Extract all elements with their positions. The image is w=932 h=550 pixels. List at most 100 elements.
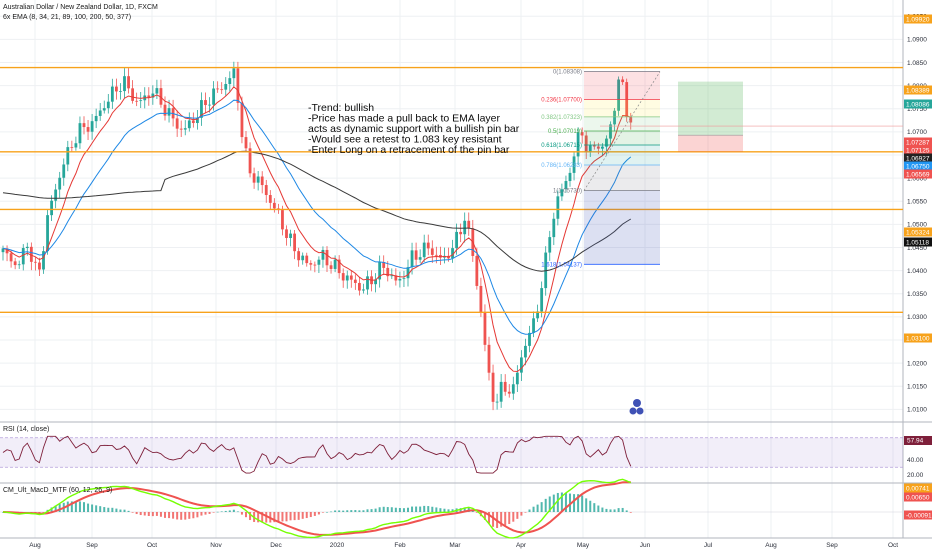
price-tag-label: 1.05324 [906, 229, 930, 236]
candle-body [402, 278, 406, 280]
candle-body [434, 254, 438, 256]
macd-histogram-bar [103, 507, 106, 512]
macd-histogram-bar [427, 506, 430, 512]
macd-line [2, 478, 632, 539]
macd-histogram-bar [245, 512, 247, 518]
fib-zone [584, 165, 660, 191]
macd-histogram-bar [560, 492, 563, 512]
y-tick-label: 1.0100 [907, 407, 927, 414]
candle-body [467, 220, 471, 229]
price-tag [904, 227, 932, 237]
candle-body [13, 261, 17, 266]
macd-histogram-bar [289, 512, 292, 521]
macd-histogram-bar [621, 507, 624, 512]
candle-body [163, 104, 167, 116]
candle-body [524, 345, 527, 358]
macd-histogram-bar [42, 512, 45, 513]
candle-body [601, 146, 604, 149]
y-tick-label: 1.0550 [907, 199, 927, 206]
candle-body [520, 357, 523, 373]
fib-zone [584, 116, 660, 131]
macd-histogram-bar [338, 510, 341, 512]
rsi-tick-label: 40.00 [907, 457, 924, 464]
macd-histogram-bar [544, 498, 547, 512]
macd-histogram-bar [366, 509, 369, 512]
candle-body [147, 95, 151, 98]
macd-histogram-bar [585, 498, 588, 512]
macd-histogram-bar [516, 512, 519, 519]
rsi-line [2, 435, 632, 474]
candle-body [70, 147, 74, 148]
macd-histogram-bar [249, 512, 252, 521]
candle-body [50, 200, 53, 216]
rsi-value-tag [904, 436, 932, 445]
candle-body [62, 164, 66, 178]
event-icon [629, 407, 637, 415]
macd-histogram-bar [159, 512, 162, 517]
x-tick-label: Apr [516, 542, 527, 549]
macd-histogram-bar [601, 507, 604, 512]
ema-fast-line [2, 86, 631, 373]
candle-body [349, 275, 353, 280]
candle-body [588, 145, 592, 153]
macd-histogram-bar [512, 512, 515, 522]
chart-title: Australian Dollar / New Zealand Dollar, … [3, 4, 158, 11]
macd-histogram-bar [378, 507, 381, 512]
candle-body [200, 100, 203, 118]
macd-histogram-bar [261, 512, 264, 523]
annotation-line: -Would see a retest to 1.083 key resista… [308, 134, 502, 146]
price-tag-label: 1.06569 [906, 171, 930, 178]
candle-body [374, 279, 377, 285]
y-tick-label: 1.0350 [907, 291, 927, 298]
macd-histogram-bar [540, 502, 543, 512]
macd-histogram-bar [147, 512, 150, 516]
macd-histogram-bar [581, 495, 584, 512]
macd-histogram-bar [463, 507, 466, 512]
fib-trend-line [583, 71, 661, 191]
y-tick-label: 1.0500 [907, 222, 927, 229]
rsi-tick-label: 20.00 [907, 472, 924, 479]
macd-histogram-bar [50, 507, 53, 512]
macd-histogram-bar [54, 505, 57, 512]
macd-histogram-bar [415, 506, 418, 512]
candle-body [17, 264, 21, 266]
macd-histogram-bar [257, 512, 260, 523]
price-tag-label: 1.05118 [906, 239, 929, 246]
candle-body [580, 132, 584, 136]
macd-histogram-bar [443, 508, 446, 512]
macd-histogram-bar [577, 494, 580, 512]
candle-body [179, 128, 183, 130]
price-tag-label: 1.08389 [906, 87, 930, 94]
candle-body [131, 88, 134, 101]
candle-body [503, 381, 507, 392]
macd-histogram-bar [520, 512, 523, 516]
macd-value-label: 0.00741 [906, 485, 930, 492]
candle-body [475, 255, 479, 286]
candle-body [617, 79, 620, 111]
candle-body [216, 88, 220, 90]
candle-body [212, 88, 215, 105]
candle-body [345, 275, 349, 281]
candle-body [394, 275, 398, 281]
macd-histogram-bar [83, 502, 85, 512]
macd-histogram-bar [573, 494, 576, 512]
candle-body [228, 78, 232, 85]
macd-histogram-bar [439, 508, 442, 512]
candle-body [106, 101, 110, 109]
candle-body [119, 91, 122, 92]
candle-body [333, 259, 337, 269]
macd-histogram-bar [155, 512, 158, 516]
candle-body [358, 282, 361, 291]
macd-histogram-bar [528, 509, 531, 512]
y-tick-label: 1.0150 [907, 384, 927, 391]
macd-histogram-bar [168, 512, 171, 519]
macd-histogram-bar [123, 509, 126, 512]
candle-body [252, 173, 256, 183]
candle-body [94, 115, 98, 122]
macd-histogram-bar [95, 505, 98, 512]
macd-histogram-bar [78, 501, 81, 512]
macd-histogram-bar [301, 512, 304, 519]
fib-level-label: 1(1.05730) [553, 189, 582, 195]
x-tick-label: Jun [640, 542, 651, 549]
